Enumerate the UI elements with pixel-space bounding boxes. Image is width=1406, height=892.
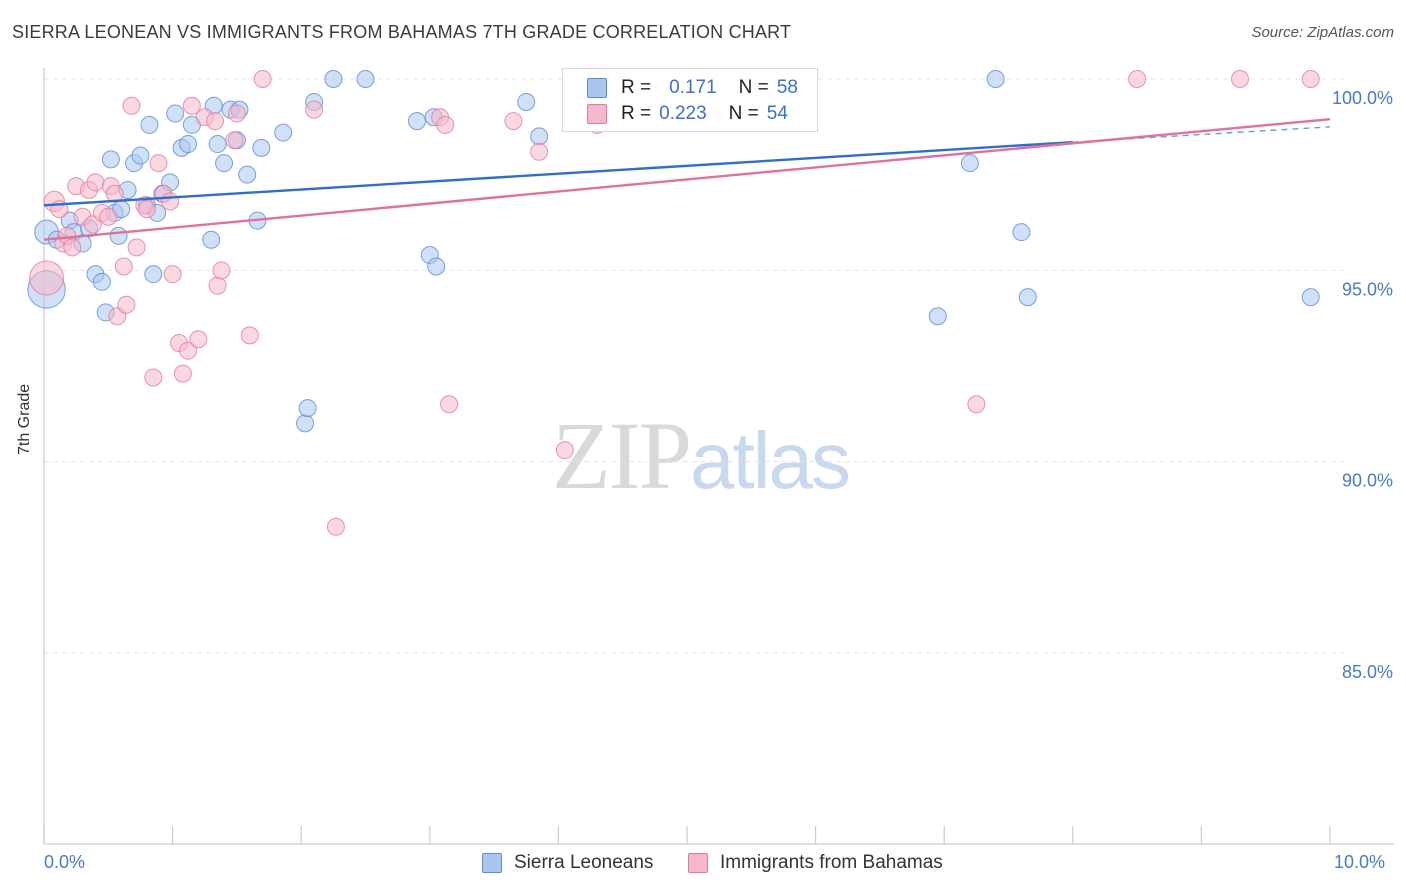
bahamas-point [240, 326, 259, 345]
bahamas-point [122, 96, 141, 115]
y-tick-label: 95.0% [1342, 279, 1393, 299]
sierra-leonean-point [356, 70, 375, 88]
x-tick-label-min: 0.0% [44, 852, 86, 872]
bahamas-point [440, 395, 459, 414]
bahamas-point [253, 70, 272, 88]
bahamas-point [179, 341, 198, 360]
bahamas-point [137, 200, 156, 219]
sierra-leonean-point [530, 127, 549, 146]
legend-swatch-pink [587, 104, 607, 124]
bahamas-point [163, 265, 182, 284]
legend-r-label: R = [621, 103, 652, 124]
bahamas-point [161, 192, 180, 211]
sierra-leonean-point [252, 138, 271, 157]
sierra-leonean-point [131, 146, 150, 165]
watermark-atlas: atlas [690, 416, 851, 505]
sierra-leonean-point [986, 70, 1005, 88]
legend-n-label: N = [738, 77, 769, 98]
bahamas-point [305, 100, 324, 119]
legend-n-value: 54 [766, 103, 788, 124]
sierra-leonean-point [517, 92, 536, 111]
sierra-leonean-point [274, 123, 293, 142]
bahamas-trendline [43, 117, 1331, 241]
y-tick-label: 85.0% [1342, 662, 1393, 682]
bahamas-point [182, 96, 201, 115]
legend-n-value: 58 [776, 77, 798, 98]
bottom-legend-label: Immigrants from Bahamas [720, 852, 943, 873]
bahamas-point [208, 276, 227, 295]
bahamas-point [173, 364, 192, 383]
sierra-leonean-trendline-extension [1072, 126, 1331, 143]
y-axis-title: 7th Grade [16, 383, 33, 455]
legend-n-label: N = [728, 103, 759, 124]
sierra-leonean-point [109, 226, 128, 245]
bahamas-point [149, 154, 168, 173]
bottom-legend-bahamas: Immigrants from Bahamas [688, 852, 943, 874]
sierra-leonean-point [140, 115, 159, 134]
bottom-legend-swatch-pink [688, 853, 708, 873]
bottom-legend-sierra-leoneans: Sierra Leoneans [482, 852, 653, 874]
bahamas-point [212, 261, 231, 280]
source-credit: Source: ZipAtlas.com [1251, 24, 1394, 41]
watermark: ZIPatlas [552, 400, 851, 511]
bahamas-point [1230, 70, 1249, 88]
sierra-leonean-trendline [43, 140, 1073, 207]
bottom-legend-label: Sierra Leoneans [514, 852, 654, 873]
bahamas-point [504, 112, 523, 131]
sierra-leonean-point [296, 414, 315, 433]
bahamas-point [114, 257, 133, 276]
sierra-leonean-point [960, 154, 979, 173]
bahamas-point [189, 330, 208, 349]
sierra-leonean-point [324, 70, 343, 88]
sierra-leonean-point [1012, 223, 1031, 242]
bahamas-point [144, 368, 163, 387]
bahamas-point [555, 441, 574, 460]
chart-title: SIERRA LEONEAN VS IMMIGRANTS FROM BAHAMA… [12, 22, 792, 42]
sierra-leonean-point [166, 104, 185, 123]
legend-r-value: 0.223 [659, 103, 707, 124]
sierra-leonean-point [1301, 288, 1320, 307]
sierra-leonean-point [427, 257, 446, 276]
legend-row-sierra-leoneans: R = 0.171 N = 58 [587, 76, 798, 100]
bahamas-point [1301, 70, 1320, 88]
sierra-leonean-point [215, 154, 234, 173]
bahamas-point [117, 295, 136, 314]
legend-swatch-blue [587, 78, 607, 98]
bahamas-point [127, 238, 146, 257]
y-tick-label: 90.0% [1342, 471, 1393, 491]
sierra-leonean-point [179, 135, 198, 154]
bahamas-point [99, 207, 118, 226]
legend-r-value: 0.171 [669, 77, 717, 98]
legend-r-label: R = [621, 77, 652, 98]
bahamas-point [29, 260, 65, 296]
y-tick-label: 100.0% [1332, 88, 1393, 108]
bahamas-point [63, 238, 82, 257]
sierra-leonean-point [928, 307, 947, 326]
watermark-zip: ZIP [552, 402, 692, 509]
bahamas-point [967, 395, 986, 414]
sierra-leonean-point [144, 265, 163, 284]
bahamas-point [1128, 70, 1147, 88]
bahamas-point [86, 173, 105, 192]
bahamas-point [436, 115, 455, 134]
bahamas-point [227, 104, 246, 123]
sierra-leonean-point [208, 135, 227, 154]
sierra-leonean-point [202, 230, 221, 249]
bahamas-point [326, 517, 345, 536]
correlation-legend: R = 0.171 N = 58 R = 0.223 N = 54 [562, 68, 818, 132]
bahamas-point [530, 142, 549, 161]
bahamas-point [225, 131, 244, 150]
sierra-leonean-point [101, 150, 120, 169]
sierra-leonean-point [1018, 288, 1037, 307]
x-tick-label-max: 10.0% [1334, 852, 1386, 872]
sierra-leonean-point [238, 165, 257, 184]
bottom-legend-swatch-blue [482, 853, 502, 873]
legend-row-bahamas: R = 0.223 N = 54 [587, 102, 788, 126]
sierra-leonean-point [407, 112, 426, 131]
sierra-leonean-point [298, 399, 317, 418]
sierra-leonean-point [92, 272, 111, 291]
bahamas-point [105, 184, 124, 203]
bahamas-point [206, 112, 225, 131]
